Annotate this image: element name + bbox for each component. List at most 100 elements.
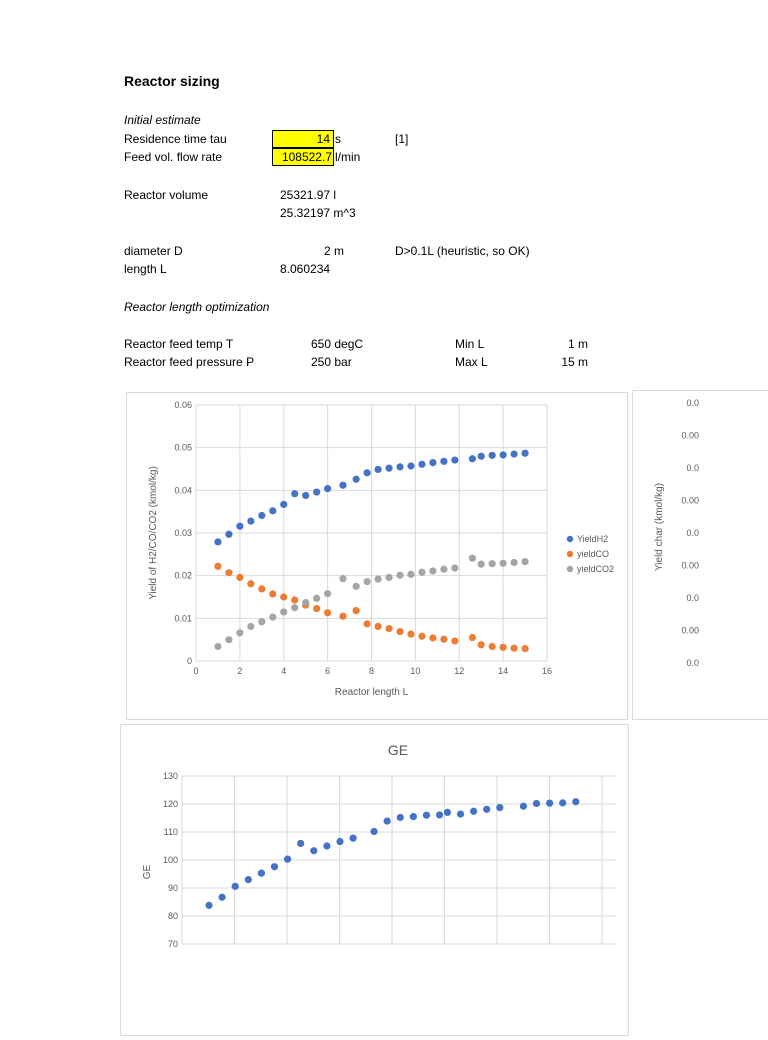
y-tick-label: 0.00 (681, 431, 699, 441)
data-point-GE (396, 813, 404, 822)
flow-unit: l/min (335, 150, 361, 164)
data-point-GE (409, 813, 417, 821)
data-point-YieldH2 (247, 517, 255, 525)
data-point-yieldCO2 (247, 622, 255, 631)
data-point-YieldH2 (324, 485, 332, 493)
y-tick-label: 0.00 (681, 496, 699, 506)
data-point-YieldH2 (225, 530, 233, 538)
data-point-YieldH2 (363, 469, 371, 477)
data-point-GE (244, 876, 252, 884)
data-point-GE (336, 837, 344, 846)
length-label: length L (124, 262, 167, 276)
data-point-YieldH2 (269, 507, 277, 515)
x-tick-label: 4 (281, 666, 286, 676)
y-tick-label: 0.0 (686, 398, 699, 408)
diameter-value: 2 m (323, 244, 344, 258)
y-axis-label: Yield of H2/CO/CO2 (kmol/kg) (148, 466, 159, 600)
tau-input-cell[interactable] (272, 130, 334, 148)
data-point-GE (297, 839, 305, 848)
data-point-yieldCO2 (280, 608, 288, 616)
legend-marker (566, 535, 574, 543)
data-point-GE (572, 798, 580, 806)
data-point-yieldCO2 (269, 613, 277, 621)
data-point-GE (257, 869, 265, 877)
y-tick-label: 0.0 (686, 463, 699, 473)
x-tick-label: 0 (193, 666, 198, 676)
maxl-value: 15 m (561, 355, 588, 369)
temp-label: Reactor feed temp T (124, 337, 234, 351)
data-point-GE (422, 811, 431, 819)
maxl-label: Max L (455, 355, 488, 369)
x-tick-label: 6 (325, 666, 330, 676)
y-tick-label: 70 (168, 939, 178, 949)
data-point-YieldH2 (429, 459, 437, 467)
data-point-yieldCO2 (324, 589, 332, 598)
data-point-yieldCO2 (374, 575, 382, 583)
tau-value: 14 (316, 132, 330, 146)
pressure-label: Reactor feed pressure P (124, 355, 255, 369)
char-yield-chart-panel[interactable]: Yield char (kmol/kg) 0.0 0.00 0.0 0.00 0.0 0.0… (632, 390, 768, 720)
data-point-yieldCO (280, 593, 288, 601)
x-tick-label: 10 (410, 666, 420, 676)
y-tick-label: 0.00 (681, 561, 699, 571)
x-axis-label: Reactor length L (335, 687, 409, 698)
y-tick-label: 0.06 (174, 400, 192, 410)
data-point-yieldCO (521, 645, 529, 653)
data-point-yieldCO (247, 580, 255, 588)
data-point-yieldCO2 (236, 629, 244, 637)
data-point-yieldCO2 (258, 618, 266, 626)
page-title: Reactor sizing (124, 73, 220, 89)
data-point-YieldH2 (291, 490, 299, 498)
data-point-yieldCO (313, 604, 321, 613)
data-point-yieldCO2 (488, 560, 496, 568)
data-point-YieldH2 (339, 481, 347, 489)
legend-marker (566, 550, 574, 558)
y-tick-label: 80 (168, 911, 178, 921)
minl-label: Min L (455, 337, 485, 351)
yield-chart: 0 0.01 0.02 0.03 0.04 0.05 0.06 0 2 4 6 8 10 12 14 16 Re… (148, 400, 614, 698)
y-tick-label: 0.01 (174, 613, 192, 623)
y-tick-label: 130 (163, 771, 178, 781)
y-tick-label: 0.05 (174, 443, 192, 453)
legend-label: yieldCO2 (577, 564, 614, 574)
data-point-YieldH2 (510, 450, 518, 458)
data-point-yieldCO2 (451, 564, 459, 572)
data-point-yieldCO (499, 643, 507, 651)
data-point-GE (218, 893, 226, 901)
data-point-yieldCO (451, 637, 459, 645)
y-tick-label: 0.0 (686, 593, 699, 603)
data-point-yieldCO (269, 590, 277, 598)
data-point-yieldCO2 (225, 636, 233, 644)
data-point-yieldCO (429, 634, 437, 642)
ge-chart: GE 70 80 90 100 110 120 130 GE (142, 742, 616, 949)
data-point-YieldH2 (302, 491, 310, 500)
data-point-YieldH2 (499, 451, 507, 459)
data-point-yieldCO2 (499, 559, 507, 567)
data-point-YieldH2 (385, 464, 393, 472)
legend-marker (566, 565, 574, 573)
data-point-yieldCO (477, 641, 485, 649)
data-point-GE (519, 802, 527, 810)
data-point-yieldCO (488, 642, 496, 651)
data-point-GE (284, 855, 292, 863)
char-yield-chart: Yield char (kmol/kg) 0.0 0.00 0.0 0.00 0.0 0.0… (654, 398, 699, 668)
y-tick-label: 0.04 (174, 485, 192, 495)
data-point-GE (483, 805, 491, 813)
yield-chart-panel[interactable]: 0 0.01 0.02 0.03 0.04 0.05 0.06 0 2 4 6 8 10 12 14 16 Re… (126, 392, 628, 720)
data-point-yieldCO (440, 635, 448, 643)
tau-reference: [1] (395, 132, 409, 146)
data-point-yieldCO2 (440, 565, 448, 573)
data-point-YieldH2 (488, 451, 496, 459)
flow-input-cell[interactable] (272, 148, 334, 166)
data-point-YieldH2 (477, 452, 485, 460)
data-point-yieldCO (352, 607, 360, 615)
data-point-yieldCO2 (214, 642, 222, 651)
data-point-yieldCO (468, 633, 477, 642)
data-point-yieldCO2 (363, 578, 371, 586)
y-tick-label: 0.0 (686, 528, 699, 538)
data-point-yieldCO2 (477, 560, 485, 568)
y-axis-label: Yield char (kmol/kg) (654, 483, 665, 571)
ge-chart-panel[interactable]: GE 70 80 90 100 110 120 130 GE (120, 724, 629, 1036)
x-tick-label: 16 (542, 666, 552, 676)
x-tick-label: 2 (237, 666, 242, 676)
